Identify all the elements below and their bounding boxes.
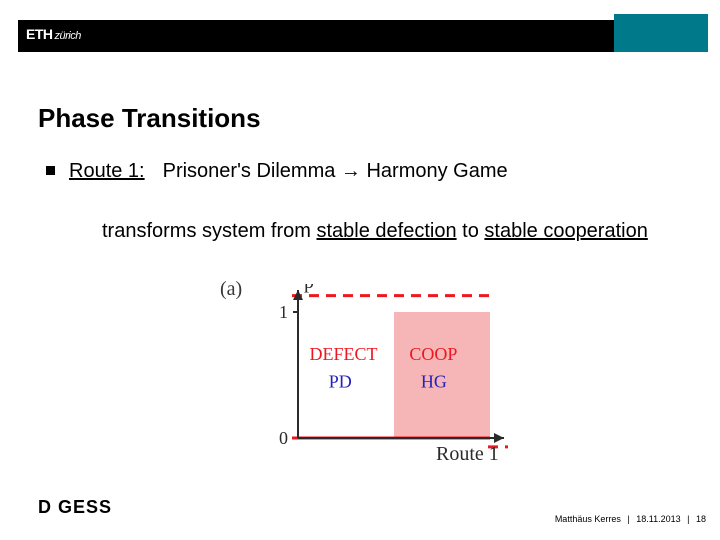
phase-diagram-chart: 1 0 p Route 1 DEFECT PD COOP HG (260, 284, 510, 474)
header-bar: ETHzürich (18, 14, 708, 52)
svg-text:1: 1 (279, 302, 288, 322)
slide: ETHzürich Phase Transitions Route 1: Pris… (0, 0, 720, 540)
eth-logo: ETHzürich (26, 26, 81, 42)
footer-date: 18.11.2013 (636, 514, 680, 524)
svg-text:PD: PD (329, 372, 352, 392)
route-label: Route 1: (69, 160, 145, 182)
eth-logo-sub: zürich (55, 30, 81, 42)
panel-label: (a) (220, 278, 242, 301)
bullet-row: Route 1: Prisoner's Dilemma → Harmony Gam… (46, 160, 680, 183)
footer-right: Matthäus Kerres | 18.11.2013 | 18 (555, 514, 706, 524)
header-teal-band (614, 14, 708, 52)
eth-logo-text: ETH (26, 26, 53, 42)
header-dark-band (18, 20, 614, 52)
bullet-text: Prisoner's Dilemma → Harmony Game (163, 160, 508, 182)
footer-page: 18 (696, 514, 706, 524)
svg-text:p: p (304, 284, 314, 293)
footer-sep-1: | (627, 514, 629, 524)
svg-text:DEFECT: DEFECT (310, 344, 378, 364)
transforms-u1: stable defection (316, 220, 456, 242)
svg-text:0: 0 (279, 428, 288, 448)
bullet-square-icon (46, 166, 55, 175)
page-title: Phase Transitions (38, 103, 261, 134)
transforms-u2: stable cooperation (484, 220, 647, 242)
dept-label: D GESS (38, 497, 112, 518)
svg-text:Route 1: Route 1 (436, 443, 499, 465)
svg-text:COOP: COOP (409, 344, 457, 364)
transforms-text: transforms system from stable defection … (102, 218, 670, 244)
footer-author: Matthäus Kerres (555, 514, 621, 524)
transforms-mid: to (457, 220, 485, 242)
figure-panel: (a) 1 0 p Route 1 DEFECT PD COOP HG (220, 278, 510, 478)
svg-text:HG: HG (421, 372, 447, 392)
chart-svg: 1 0 p Route 1 DEFECT PD COOP HG (260, 284, 510, 474)
footer-sep-2: | (687, 514, 689, 524)
transforms-pre: transforms system from (102, 220, 316, 242)
